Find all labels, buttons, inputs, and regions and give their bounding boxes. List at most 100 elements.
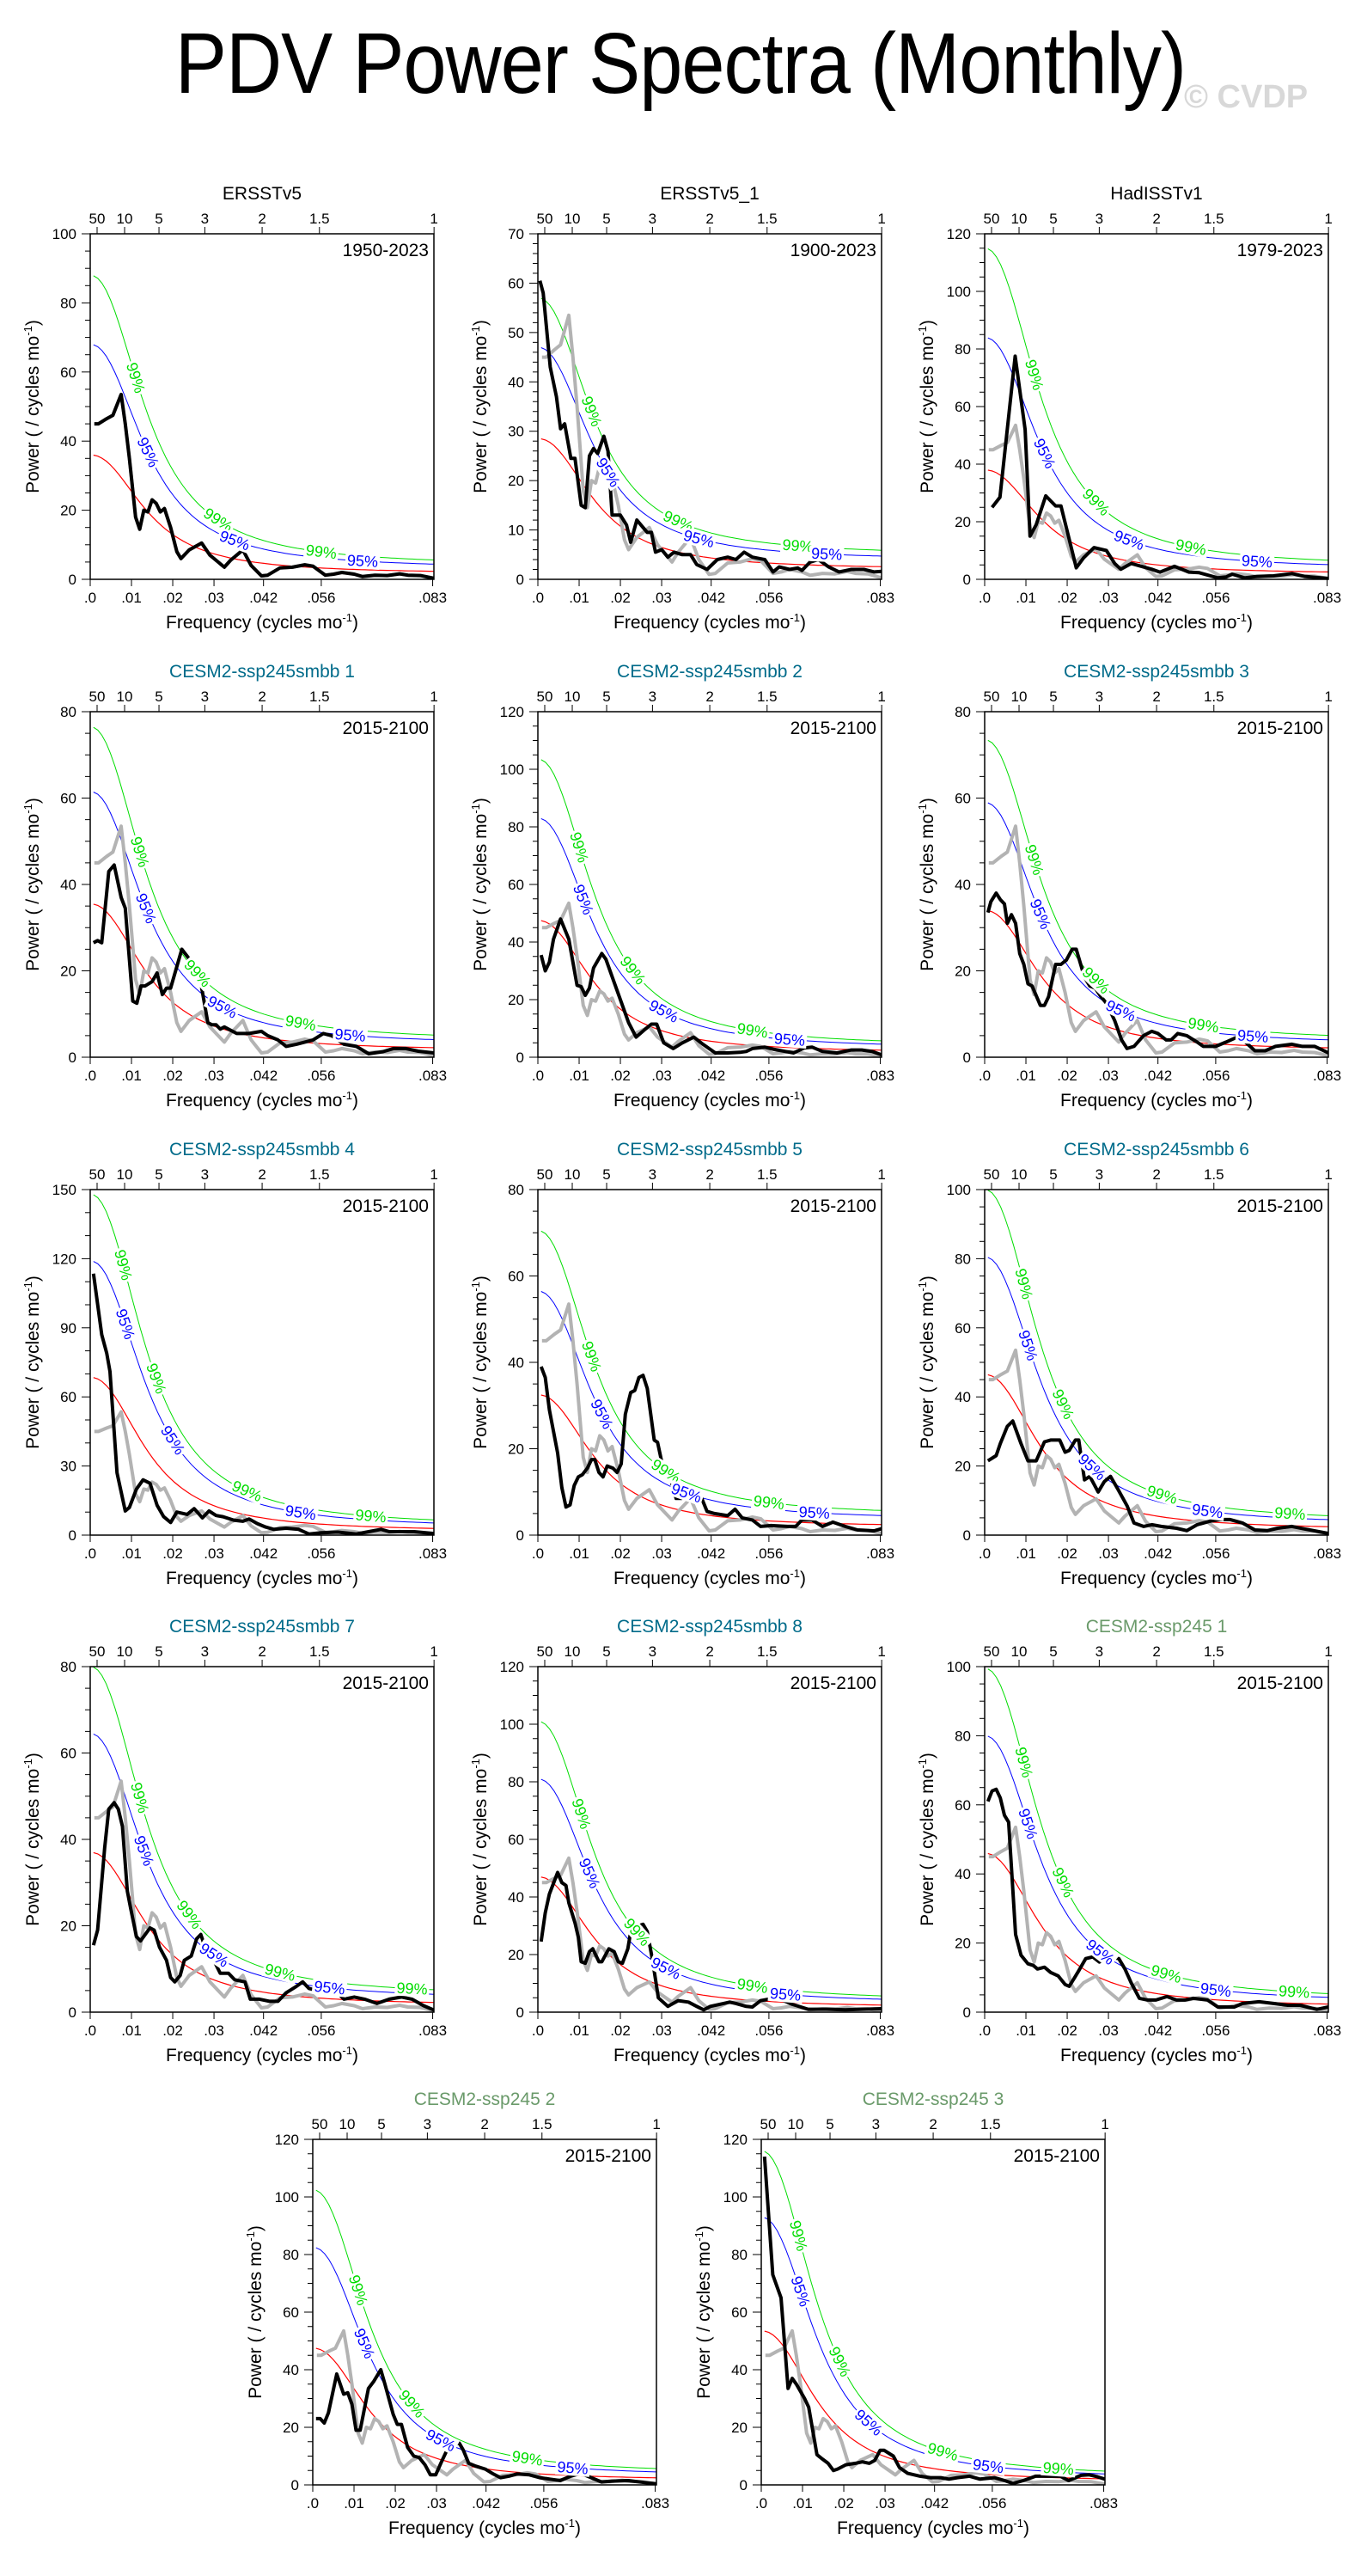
sig-label-gap	[592, 453, 624, 492]
period-tick-label: 5	[155, 211, 162, 227]
sig-label-99: 99%	[566, 830, 592, 865]
period-label: 2015-2100	[343, 719, 429, 738]
sig-label-gap	[1011, 1264, 1036, 1303]
y-tick-label: 30	[508, 424, 524, 440]
sig-label-gap	[1078, 484, 1114, 520]
x-tick-label: .02	[1057, 2022, 1077, 2039]
period-tick-label: 5	[155, 1643, 162, 1660]
y-axis-title: Power ( / cycles mo-1)	[916, 1753, 937, 1926]
period-tick-label: 10	[1011, 1643, 1028, 1660]
y-axis-title: Power ( / cycles mo-1)	[244, 2225, 265, 2399]
period-tick-label: 10	[1011, 1166, 1028, 1183]
period-tick-label: 1.5	[309, 1643, 330, 1660]
y-axis-title: Power ( / cycles mo-1)	[21, 1753, 43, 1926]
sig-label-gap	[113, 1305, 138, 1343]
sig-label-gap	[779, 536, 816, 555]
sig99-curve	[93, 1667, 434, 1991]
sig-label-95: 95%	[1027, 896, 1055, 932]
period-tick-label: 1.5	[309, 1166, 330, 1183]
sig-label-gap	[1185, 1014, 1222, 1036]
y-tick-label: 80	[508, 1774, 524, 1790]
period-tick-label: 50	[760, 2116, 777, 2132]
plot-area: CESM2-ssp245 12015-210099%99%99%99%95%95…	[916, 1617, 1341, 2065]
x-tick-label: .042	[472, 2495, 500, 2512]
y-tick-label: 40	[955, 1866, 971, 1882]
sig-label-95: 95%	[132, 890, 160, 926]
x-axis-title: Frequency (cycles mo-1)	[613, 1089, 806, 1111]
period-label: 2015-2100	[790, 1673, 876, 1693]
sig95-curve	[93, 1261, 434, 1524]
sig95-curve	[540, 1778, 882, 2000]
y-tick-label: 90	[60, 1320, 76, 1337]
sig-label-99: 99%	[510, 2447, 544, 2469]
sig-label-gap	[1235, 1027, 1271, 1045]
y-tick-label: 20	[955, 514, 971, 530]
x-tick-label: .056	[754, 2022, 783, 2039]
spectrum-panel: CESM2-ssp245smbb 12015-210099%99%99%95%9…	[21, 662, 447, 1111]
red-noise-curve	[93, 1377, 434, 1529]
period-tick-label: 1.5	[1204, 1166, 1224, 1183]
x-tick-label: .02	[162, 590, 183, 606]
x-axis-title: Frequency (cycles mo-1)	[388, 2517, 581, 2538]
period-tick-label: 50	[537, 211, 553, 227]
sig-label-gap	[195, 1939, 233, 1972]
reference-spectrum-line	[94, 824, 434, 1057]
x-tick-label: .042	[1144, 1545, 1172, 1562]
sig-label-gap	[1041, 2459, 1077, 2478]
period-tick-label: 1	[652, 2116, 660, 2132]
period-tick-label: 2	[705, 1643, 713, 1660]
x-tick-label: .083	[866, 2022, 894, 2039]
sig-label-gap	[1102, 996, 1140, 1025]
x-tick-label: .03	[651, 2022, 672, 2039]
period-tick-label: 2	[1152, 211, 1160, 227]
x-tick-label: .042	[1144, 2022, 1172, 2039]
x-axis-title: Frequency (cycles mo-1)	[613, 1567, 806, 1588]
plot-area: CESM2-ssp245smbb 12015-210099%99%99%95%9…	[21, 662, 447, 1111]
x-tick-label: .03	[204, 1545, 224, 1562]
y-tick-label: 20	[731, 2420, 748, 2436]
sig-label-99: 99%	[355, 1506, 388, 1526]
sig-label-99: 99%	[229, 1477, 265, 1505]
sig-label-gap	[767, 1985, 803, 2004]
y-axis-title: Power ( / cycles mo-1)	[21, 798, 43, 971]
period-tick-label: 1	[1324, 688, 1332, 705]
x-tick-label: .083	[1313, 2022, 1341, 2039]
sig95-curve	[540, 817, 882, 1045]
y-tick-label: 40	[283, 2362, 299, 2378]
period-tick-label: 2	[705, 211, 713, 227]
y-tick-label: 20	[955, 964, 971, 980]
sig-label-99: 99%	[284, 1012, 317, 1034]
y-tick-label: 0	[69, 572, 76, 588]
period-tick-label: 3	[1096, 1643, 1103, 1660]
y-tick-label: 60	[508, 877, 524, 893]
sig-label-95: 95%	[972, 2456, 1004, 2476]
sig99-curve	[93, 726, 434, 1036]
sig-label-gap	[554, 2458, 591, 2477]
sig-label-gap	[203, 992, 241, 1022]
curves	[987, 248, 1328, 579]
period-tick-label: 1.5	[532, 2116, 552, 2132]
sig-label-95: 95%	[1112, 527, 1147, 554]
sig-label-gap	[750, 1492, 787, 1513]
sig-label-99: 99%	[1149, 1961, 1183, 1986]
x-tick-label: .0	[307, 2495, 319, 2512]
y-tick-label: 120	[275, 2132, 299, 2148]
x-tick-label: .042	[697, 2022, 725, 2039]
sig-label-gap	[644, 996, 683, 1027]
x-tick-label: .02	[162, 1545, 183, 1562]
spectrum-line	[92, 863, 434, 1055]
spectrum-panel: ERSSTv5_11900-202399%99%99%95%95%95%0102…	[469, 184, 894, 633]
x-tick-label: .01	[121, 2022, 142, 2039]
period-tick-label: 5	[602, 1166, 610, 1183]
period-tick-label: 1	[877, 211, 885, 227]
x-tick-label: .0	[84, 1545, 96, 1562]
y-tick-label: 20	[60, 964, 76, 980]
sig-label-gap	[1143, 1482, 1181, 1508]
y-tick-label: 80	[731, 2247, 748, 2263]
period-tick-label: 10	[117, 211, 133, 227]
sig-label-gap	[772, 1031, 808, 1049]
sig-label-gap	[578, 1337, 605, 1375]
reference-spectrum-line	[988, 1348, 1328, 1535]
sig95-curve	[764, 2217, 1105, 2475]
y-tick-label: 50	[508, 325, 524, 341]
